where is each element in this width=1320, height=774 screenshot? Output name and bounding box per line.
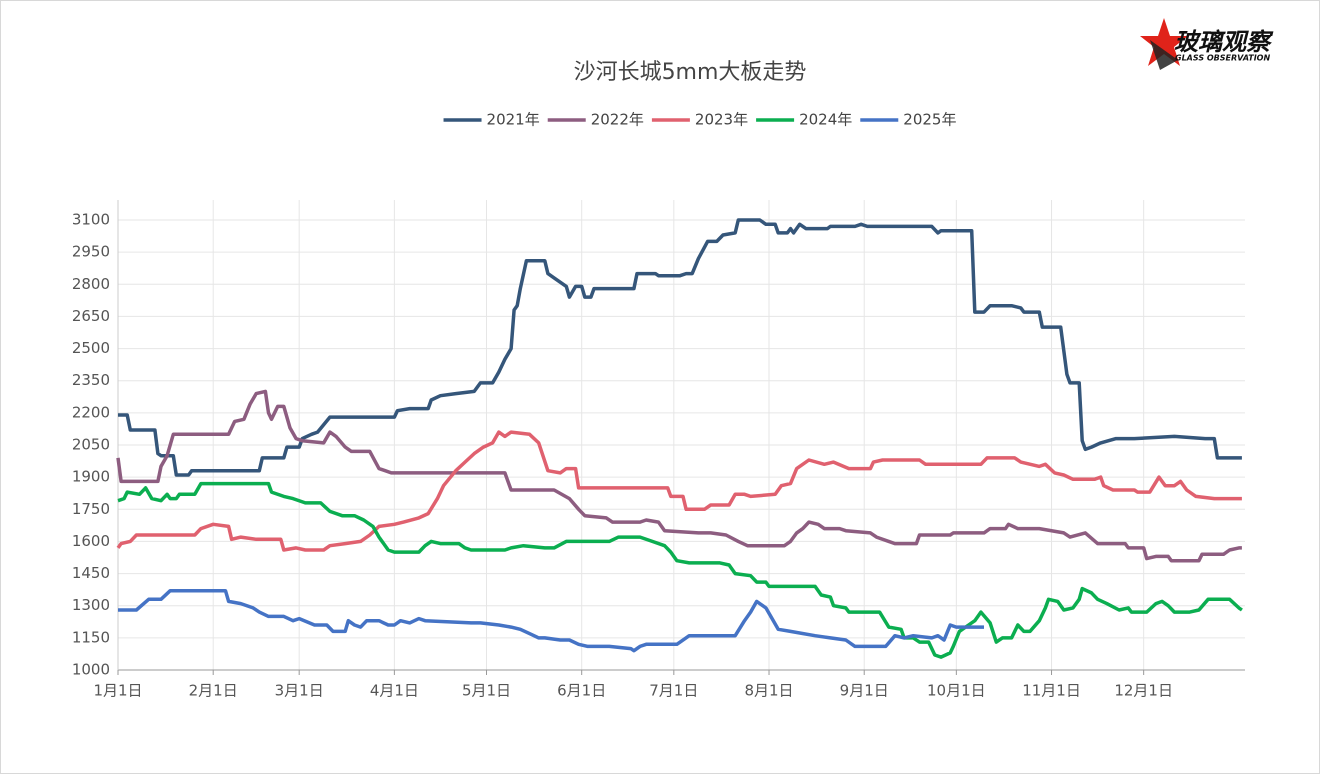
logo: 玻璃观察 GLASS OBSERVATION — [1140, 18, 1274, 70]
y-tick-label: 2950 — [72, 243, 110, 261]
y-tick-label: 2050 — [72, 436, 110, 454]
x-tick-label: 8月1日 — [744, 682, 793, 700]
x-tick-label: 10月1日 — [927, 682, 986, 700]
legend-label: 2022年 — [591, 111, 644, 129]
x-tick-label: 2月1日 — [189, 682, 238, 700]
y-tick-label: 3100 — [72, 211, 110, 229]
series-line — [116, 430, 1242, 552]
y-tick-label: 2800 — [72, 275, 110, 293]
x-tick-label: 7月1日 — [649, 682, 698, 700]
x-tick-label: 12月1日 — [1114, 682, 1173, 700]
x-tick-label: 3月1日 — [275, 682, 324, 700]
y-tick-label: 1450 — [72, 564, 110, 582]
series-line — [118, 588, 984, 653]
y-tick-label: 1300 — [72, 596, 110, 614]
y-tick-label: 1000 — [72, 661, 110, 679]
logo-subtitle: GLASS OBSERVATION — [1175, 54, 1270, 63]
x-tick-label: 11月1日 — [1022, 682, 1081, 700]
y-tick-label: 2200 — [72, 403, 110, 421]
logo-shard — [1150, 40, 1178, 70]
x-tick-label: 1月1日 — [93, 682, 142, 700]
x-tick-label: 9月1日 — [840, 682, 889, 700]
legend-label: 2024年 — [799, 111, 852, 129]
logo-star — [1140, 18, 1188, 66]
y-tick-label: 2650 — [72, 307, 110, 325]
legend-label: 2023年 — [695, 111, 748, 129]
legend: 2021年 2022年 2023年 2024年 2025年 — [443, 111, 956, 129]
y-tick-label: 1750 — [72, 500, 110, 518]
series-line — [116, 389, 1242, 563]
series-line — [118, 218, 1242, 477]
x-tick-label: 4月1日 — [370, 682, 419, 700]
y-tick-label: 1600 — [72, 532, 110, 550]
logo-name: 玻璃观察 — [1174, 28, 1274, 56]
y-tick-label: 2500 — [72, 339, 110, 357]
y-tick-label: 2350 — [72, 371, 110, 389]
y-tick-label: 1900 — [72, 468, 110, 486]
x-tick-label: 5月1日 — [462, 682, 511, 700]
legend-label: 2021年 — [487, 111, 540, 129]
series-line — [117, 481, 1243, 659]
chart-title: 沙河长城5mm大板走势 — [574, 60, 807, 85]
legend-label: 2025年 — [903, 111, 956, 129]
y-tick-label: 1150 — [72, 628, 110, 646]
x-tick-label: 6月1日 — [557, 682, 606, 700]
